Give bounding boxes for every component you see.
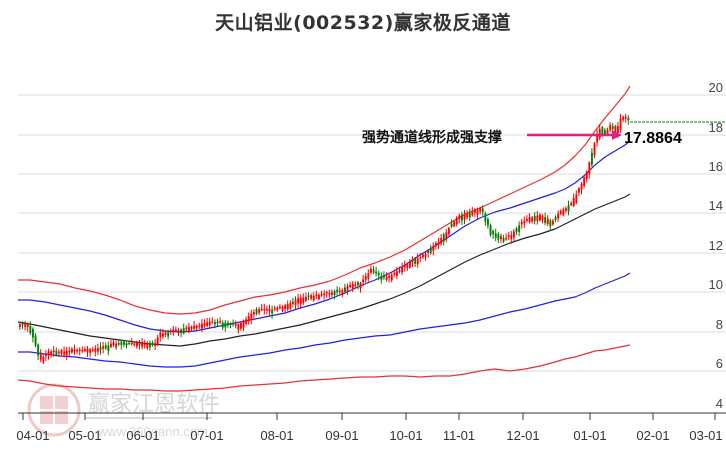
candlestick-series: [19, 113, 630, 365]
y-tick: 20: [709, 80, 723, 95]
y-axis-labels: 20 18 16 14 12 10 8 6 4: [709, 80, 723, 411]
x-tick: 10-01: [389, 428, 422, 443]
upper-outer-band-line: [18, 85, 631, 315]
lower-inner-band-line: [18, 272, 631, 368]
y-tick: 16: [709, 159, 723, 174]
middle-line: [17, 193, 631, 347]
annotation: 强势通道线形成强支撑 17.8864: [362, 129, 682, 147]
x-tick: 12-01: [506, 428, 539, 443]
x-tick: 09-01: [325, 428, 358, 443]
x-tick: 02-01: [636, 428, 669, 443]
chart-title: 天山铝业(002532)赢家极反通道: [215, 12, 511, 34]
y-tick: 6: [716, 356, 723, 371]
x-tick: 03-01: [689, 428, 722, 443]
x-tick: 11-01: [443, 428, 475, 443]
x-tick: 06-01: [126, 428, 159, 443]
y-tick: 10: [709, 277, 723, 292]
watermark-url: www.360gann.com: [97, 424, 208, 439]
x-tick: 04-01: [16, 428, 49, 443]
grid-lines: [18, 94, 726, 372]
arrow-head-icon: [612, 130, 622, 140]
y-tick: 14: [709, 198, 723, 213]
x-tick: 01-01: [573, 428, 606, 443]
annotation-text: 强势通道线形成强支撑: [362, 129, 502, 146]
upper-inner-band-line: [18, 140, 631, 333]
x-axis: 04-01 05-01 06-01 07-01 08-01 09-01 10-0…: [16, 412, 726, 443]
y-tick: 8: [716, 317, 723, 332]
x-tick: 08-01: [260, 428, 293, 443]
annotation-value: 17.8864: [624, 130, 682, 147]
y-tick: 12: [709, 238, 723, 253]
y-tick: 18: [709, 120, 723, 135]
lower-outer-band-line: [17, 344, 631, 392]
x-tick: 07-01: [190, 428, 223, 443]
x-tick: 05-01: [68, 428, 101, 443]
y-tick: 4: [716, 396, 723, 411]
